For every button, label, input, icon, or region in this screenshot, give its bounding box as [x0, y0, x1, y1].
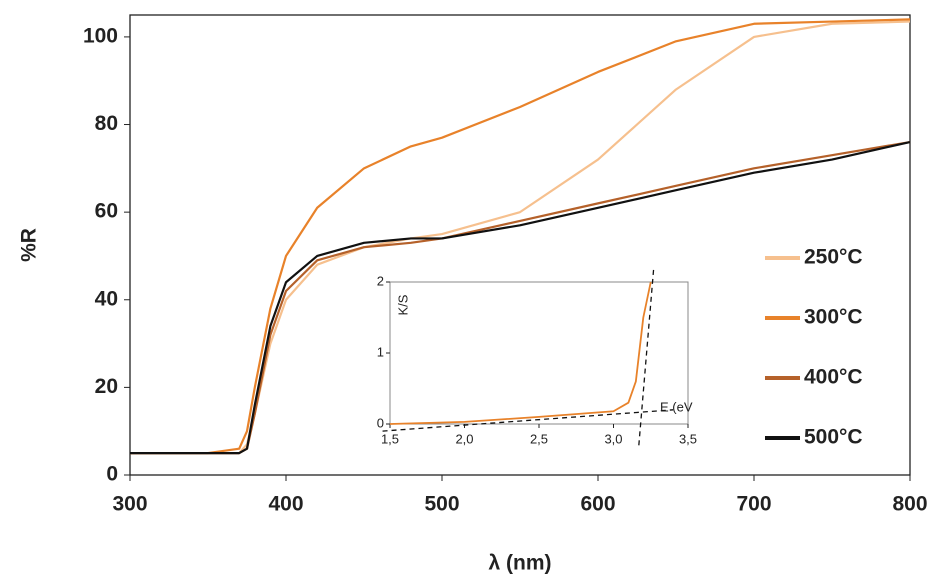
legend-label: 400°C	[804, 366, 863, 389]
x-tick-label: 300	[112, 493, 147, 516]
tangent-line	[638, 267, 655, 446]
x-tick-label: 2,0	[455, 431, 473, 446]
legend-label: 500°C	[804, 426, 863, 449]
x-tick-label: 1,5	[381, 431, 399, 446]
y-tick-label: 80	[95, 112, 118, 135]
y-tick-label: 60	[95, 200, 118, 223]
x-tick-label: 800	[892, 493, 927, 516]
series-line	[389, 281, 652, 425]
x-tick-label: 3,0	[604, 431, 622, 446]
x-tick-label: 3,5	[679, 431, 697, 446]
x-tick-label: 500	[424, 493, 459, 516]
x-tick-label: 400	[268, 493, 303, 516]
y-tick-label: 40	[95, 287, 118, 310]
y-tick-label: 0	[106, 463, 118, 486]
y-tick-label: 100	[83, 24, 118, 47]
x-axis-label: λ (nm)	[489, 552, 552, 575]
x-axis-label: E (eV	[660, 399, 693, 414]
series-line	[130, 18, 911, 455]
x-tick-label: 2,5	[530, 431, 548, 446]
y-axis-label: K/S	[395, 294, 410, 315]
y-axis-label: %R	[18, 228, 41, 262]
series-line	[130, 140, 911, 455]
legend-label: 250°C	[804, 246, 863, 269]
legend-label: 300°C	[804, 306, 863, 329]
y-tick-label: 1	[377, 344, 384, 359]
tangent-line	[382, 409, 674, 432]
x-tick-label: 600	[580, 493, 615, 516]
plot-frame	[389, 281, 689, 425]
y-tick-label: 2	[377, 273, 384, 288]
y-tick-label: 0	[377, 415, 384, 430]
y-tick-label: 20	[95, 375, 118, 398]
x-tick-label: 700	[736, 493, 771, 516]
